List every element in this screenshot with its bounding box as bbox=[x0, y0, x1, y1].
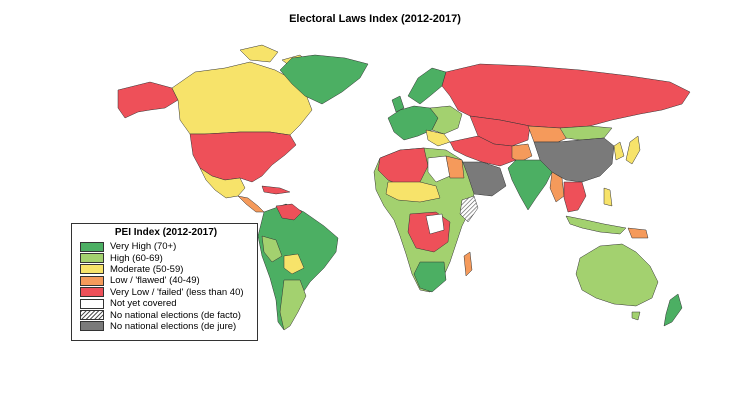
region-eastern-europe bbox=[429, 105, 463, 135]
legend-item: Very Low / 'failed' (less than 40) bbox=[80, 287, 257, 298]
legend-label: No national elections (de facto) bbox=[110, 309, 241, 321]
legend-swatch bbox=[80, 298, 104, 309]
region-canada bbox=[171, 61, 313, 136]
region-australia bbox=[575, 243, 659, 307]
region-somalia bbox=[459, 195, 479, 223]
region-bolivia bbox=[283, 253, 305, 275]
region-argentina bbox=[279, 279, 307, 331]
legend-item: Moderate (50-59) bbox=[80, 264, 257, 275]
region-new-zealand bbox=[663, 293, 683, 327]
legend-item: Not yet covered bbox=[80, 298, 257, 309]
legend-swatch bbox=[80, 241, 104, 252]
region-balkans bbox=[425, 129, 451, 147]
region-scandinavia bbox=[407, 67, 447, 105]
legend-swatch bbox=[80, 264, 104, 275]
legend-label: Low / 'flawed' (40-49) bbox=[110, 275, 200, 287]
region-mexico bbox=[199, 167, 246, 199]
region-russia bbox=[441, 63, 691, 129]
legend-swatch bbox=[80, 253, 104, 264]
region-congo-white bbox=[425, 213, 445, 235]
region-greenland bbox=[279, 54, 369, 105]
map-title: Electoral Laws Index (2012-2017) bbox=[289, 13, 461, 25]
region-indochina bbox=[563, 181, 587, 213]
legend-label: Moderate (50-59) bbox=[110, 263, 184, 275]
legend-label: Very High (70+) bbox=[110, 241, 177, 253]
region-india bbox=[507, 159, 553, 211]
region-uk bbox=[391, 95, 405, 113]
region-central-america bbox=[237, 195, 265, 213]
legend-items: Very High (70+) High (60-69) Moderate (50-… bbox=[80, 241, 257, 332]
region-philippines bbox=[603, 187, 613, 207]
region-caribbean bbox=[261, 185, 291, 195]
map-legend: PEI Index (2012-2017) Very High (70+) Hig… bbox=[71, 223, 258, 341]
region-madagascar bbox=[463, 251, 473, 277]
region-sahel bbox=[385, 181, 441, 203]
legend-swatch bbox=[80, 310, 104, 321]
region-korea-japan bbox=[613, 135, 641, 165]
legend-item: No national elections (de jure) bbox=[80, 321, 257, 332]
legend-label: Not yet covered bbox=[110, 298, 177, 310]
region-myanmar bbox=[549, 171, 565, 203]
legend-swatch bbox=[80, 321, 104, 332]
region-png bbox=[627, 227, 649, 239]
legend-label: No national elections (de jure) bbox=[110, 320, 237, 332]
region-peru bbox=[261, 235, 283, 263]
legend-item: Low / 'flawed' (40-49) bbox=[80, 275, 257, 286]
region-alaska bbox=[117, 81, 179, 119]
legend-item: High (60-69) bbox=[80, 252, 257, 264]
region-turkey-iran bbox=[449, 135, 517, 167]
region-venezuela bbox=[275, 203, 303, 221]
legend-title: PEI Index (2012-2017) bbox=[114, 227, 218, 238]
legend-swatch bbox=[80, 287, 104, 298]
legend-swatch bbox=[80, 275, 104, 286]
region-southern-africa bbox=[413, 261, 447, 293]
legend-label: Very Low / 'failed' (less than 40) bbox=[110, 286, 244, 298]
region-afghanistan bbox=[511, 143, 533, 163]
region-libya bbox=[427, 155, 451, 183]
region-egypt bbox=[445, 155, 465, 179]
legend-label: High (60-69) bbox=[110, 252, 163, 264]
legend-item: Very High (70+) bbox=[80, 241, 257, 252]
region-indonesia bbox=[565, 215, 627, 235]
legend-item: No national elections (de facto) bbox=[80, 309, 257, 321]
region-tasmania bbox=[631, 311, 641, 321]
